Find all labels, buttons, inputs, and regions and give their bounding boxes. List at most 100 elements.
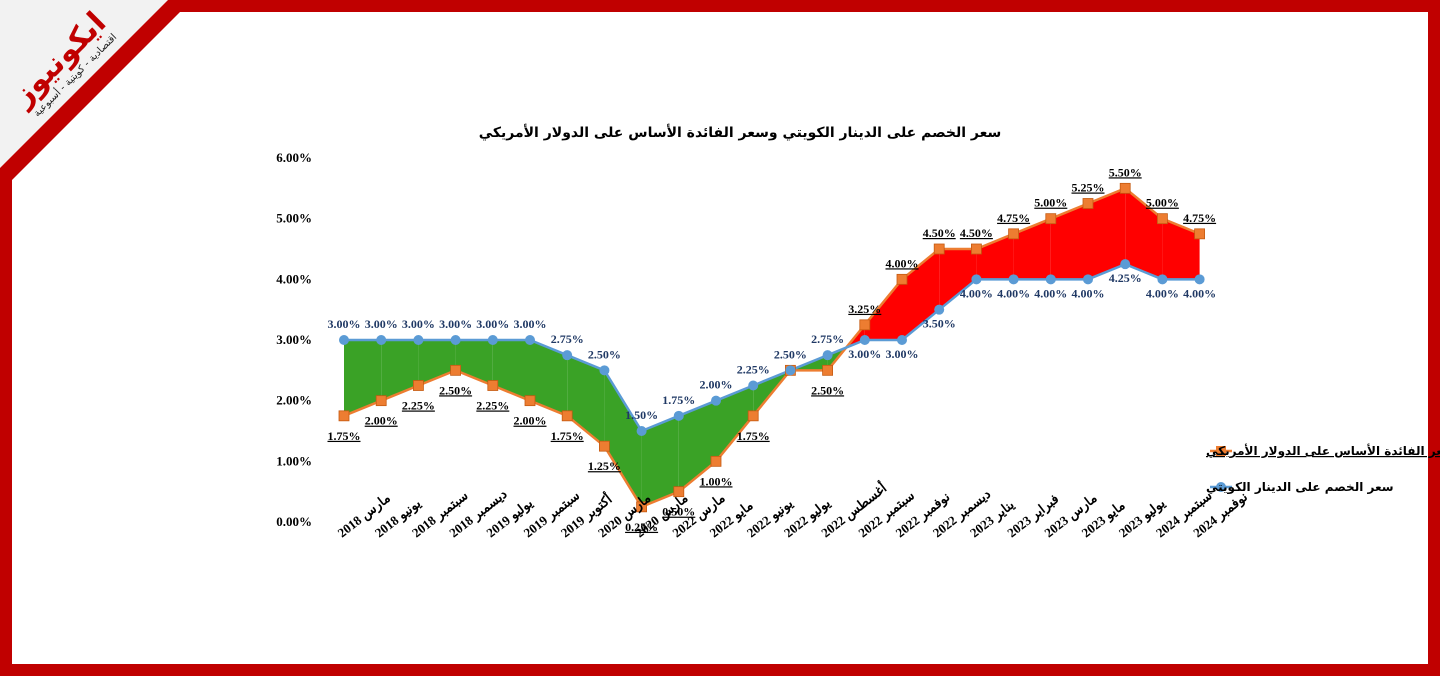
usd-value-label: 1.75% — [737, 429, 770, 443]
usd-value-label: 5.25% — [1072, 181, 1105, 195]
fill-segment — [492, 340, 530, 401]
kwd-point — [934, 304, 945, 315]
usd-value-label: 5.00% — [1146, 196, 1179, 210]
fill-segment — [1162, 218, 1200, 280]
usd-value-label: 1.75% — [551, 429, 584, 443]
fill-segment — [716, 385, 754, 462]
y-tick-label: 3.00% — [276, 332, 312, 347]
kwd-value-label: 4.00% — [1183, 286, 1216, 300]
kwd-point — [525, 335, 535, 345]
kwd-value-label: 3.00% — [886, 347, 919, 361]
usd-value-label: 4.50% — [960, 226, 993, 240]
usd-point — [338, 410, 350, 422]
fill-segment — [381, 340, 419, 401]
usd-point — [487, 380, 499, 391]
usd-value-label: 2.25% — [476, 399, 509, 413]
usd-value-label: 4.75% — [997, 211, 1030, 225]
kwd-point — [1157, 274, 1168, 285]
y-axis: 0.00% 1.00% 2.00% 3.00% 4.00% 5.00% 6.00% — [276, 150, 312, 529]
kwd-value-label: 4.00% — [960, 286, 993, 300]
kwd-point — [1045, 274, 1056, 285]
fill-segment — [604, 370, 642, 507]
kwd-value-label: 2.50% — [588, 347, 621, 361]
kwd-value-label: 2.75% — [551, 332, 584, 346]
usd-value-label: 4.50% — [923, 226, 956, 240]
series-lines — [343, 186, 1201, 509]
kwd-value-label: 1.50% — [625, 408, 658, 422]
usd-point — [375, 395, 387, 407]
kwd-value-label: 2.00% — [700, 378, 733, 392]
usd-value-label: 2.50% — [439, 383, 472, 397]
usd-point — [561, 410, 573, 422]
fill-segment — [641, 415, 679, 507]
kwd-point — [673, 410, 684, 421]
kwd-point — [1083, 274, 1093, 285]
usd-point — [1119, 182, 1131, 194]
y-tick-label: 6.00% — [276, 150, 312, 165]
kwd-value-label: 4.00% — [1072, 286, 1105, 300]
fill-segment — [1088, 188, 1126, 280]
usd-point — [1045, 213, 1057, 225]
kwd-point — [376, 335, 387, 345]
usd-point — [971, 243, 982, 255]
usd-value-label: 0.50% — [662, 505, 695, 519]
usd-value-label: 2.50% — [811, 383, 844, 397]
kwd-value-label: 3.00% — [365, 317, 398, 331]
y-tick-label: 1.00% — [276, 453, 312, 468]
fill-segment — [344, 340, 382, 416]
logo-corner: ايكونيوز اقتصادية - كويتية - أسبوعية — [0, 0, 192, 192]
content-panel — [12, 12, 1428, 664]
usd-point — [1157, 213, 1168, 225]
kwd-point — [785, 365, 796, 376]
usd-value-label: 1.75% — [328, 429, 361, 443]
usd-value-label: 2.25% — [402, 399, 435, 413]
kwd-point — [339, 335, 349, 345]
usd-value-label: 2.00% — [514, 414, 547, 428]
kwd-value-label: 2.75% — [811, 332, 844, 346]
legend: سعر الفائدة الأساس على الدولار الأمريكي … — [1206, 443, 1440, 495]
fill-segment — [939, 249, 977, 310]
kwd-value-label: 1.75% — [662, 393, 695, 407]
legend-item-usd: سعر الفائدة الأساس على الدولار الأمريكي — [1206, 443, 1440, 459]
kwd-point — [413, 335, 424, 345]
kwd-value-label: 3.00% — [514, 317, 547, 331]
kwd-value-label: 2.50% — [774, 347, 807, 361]
kwd-point — [711, 395, 721, 406]
kwd-point — [1008, 274, 1019, 285]
fill-segment — [1050, 203, 1088, 280]
kwd-point — [859, 335, 870, 345]
usd-point — [673, 486, 685, 498]
usd-point — [1194, 228, 1205, 240]
usd-point — [599, 440, 610, 452]
usd-point — [896, 273, 908, 285]
usd-point — [822, 364, 833, 376]
fill-segment — [902, 249, 940, 340]
series-markers — [338, 182, 1205, 513]
logo-corner-white — [0, 0, 168, 168]
kwd-value-label: 4.00% — [1146, 286, 1179, 300]
kwd-value-label: 3.50% — [923, 317, 956, 331]
kwd-point — [562, 350, 573, 361]
usd-point — [933, 243, 945, 255]
usd-point — [1008, 228, 1019, 240]
usd-value-label: 4.00% — [886, 256, 919, 270]
fill-segment — [976, 233, 1014, 280]
legend-kwd-label: سعر الخصم على الدينار الكويتي — [1206, 480, 1394, 495]
kwd-value-label: 4.00% — [1034, 286, 1067, 300]
kwd-point — [748, 380, 759, 391]
usd-value-label: 3.25% — [848, 302, 881, 316]
usd-value-label: 0.25% — [625, 520, 658, 534]
kwd-value-label: 2.25% — [737, 363, 770, 377]
usd-value-label: 1.25% — [588, 459, 621, 473]
kwd-value-label: 3.00% — [476, 317, 509, 331]
kwd-point — [897, 335, 907, 345]
legend-usd-label: سعر الفائدة الأساس على الدولار الأمريكي — [1206, 443, 1440, 459]
usd-point — [412, 380, 424, 391]
kwd-point — [450, 335, 461, 345]
kwd-point — [636, 426, 647, 436]
y-tick-label: 4.00% — [276, 271, 312, 286]
legend-kwd-marker — [1216, 482, 1226, 492]
usd-point — [859, 319, 871, 331]
